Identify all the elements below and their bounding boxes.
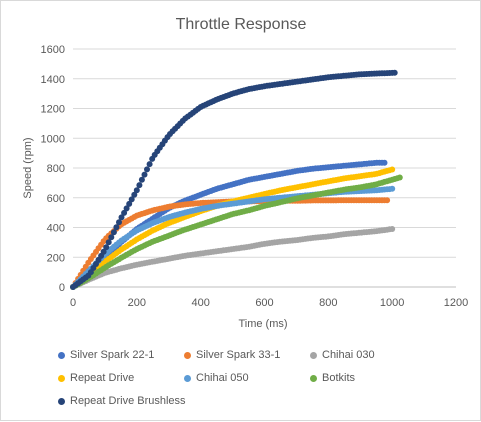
data-point: [105, 239, 112, 246]
data-point: [133, 187, 140, 194]
data-point: [100, 248, 107, 255]
data-point: [123, 205, 130, 212]
data-point: [128, 196, 135, 203]
series-repeat-drive-brushless: [70, 69, 398, 290]
data-point: [389, 166, 396, 173]
data-point: [384, 197, 391, 204]
data-point: [141, 171, 148, 178]
data-point: [389, 185, 396, 192]
data-point: [381, 159, 388, 166]
chart-title: Throttle Response: [176, 16, 307, 33]
x-tick-label: 800: [319, 297, 337, 309]
data-point: [113, 224, 120, 231]
y-axis-label: Speed (rpm): [22, 137, 34, 198]
x-axis-label: Time (ms): [238, 318, 287, 330]
data-point: [138, 176, 145, 183]
data-point: [121, 209, 128, 216]
series-botkits: [70, 174, 403, 290]
data-point: [144, 166, 150, 173]
x-tick-label: 600: [255, 297, 273, 309]
data-point: [396, 174, 403, 181]
x-tick-label: 400: [191, 297, 209, 309]
data-point: [391, 69, 398, 76]
y-tick-label: 200: [47, 252, 65, 264]
data-point: [110, 229, 117, 236]
data-point: [103, 244, 110, 251]
data-point: [389, 226, 396, 232]
data-point: [126, 200, 133, 207]
y-tick-label: 1400: [41, 74, 65, 86]
y-tick-label: 1600: [41, 44, 65, 56]
data-point: [108, 234, 115, 241]
y-tick-label: 1200: [41, 104, 65, 116]
data-point: [136, 182, 143, 189]
y-tick-label: 600: [47, 193, 65, 205]
x-tick-label: 1000: [380, 297, 404, 309]
x-tick-label: 1200: [444, 297, 468, 309]
x-tick-label: 200: [128, 297, 146, 309]
y-tick-label: 0: [59, 282, 65, 294]
series-points: [70, 69, 403, 290]
data-point: [116, 219, 122, 226]
data-point: [118, 214, 125, 221]
data-point: [131, 191, 138, 198]
x-tick-label: 0: [70, 297, 76, 309]
y-tick-label: 1000: [41, 133, 65, 145]
y-tick-label: 800: [47, 163, 65, 175]
data-point: [146, 161, 153, 168]
y-tick-label: 400: [47, 223, 65, 235]
tick-labels: 0 200 400 600 800 1000 1200 1400 1600 0 200 400 600 8…: [41, 44, 469, 309]
